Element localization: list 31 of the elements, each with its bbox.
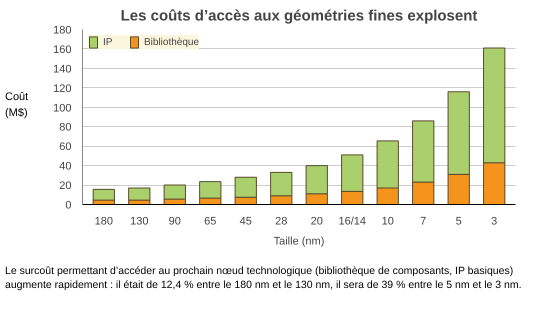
x-tick-label: 3 (491, 216, 498, 228)
y-tick-label: 40 (59, 160, 72, 173)
chart-title: Les coûts d’accès aux géométries fines explosent (120, 8, 478, 24)
y-axis-title: Coût (M$) (5, 90, 28, 121)
x-tick-label: 16/14 (338, 216, 366, 228)
y-tick-label: 60 (59, 141, 72, 154)
x-tick-label: 7 (420, 216, 426, 228)
text: Le surcoût permettant d’accéder au prochain nœud technologique (bibliothèque de composants, IP basiques) augmente rapidement : il était de 12,4 % entre le 180 nm et le 130 nm, il sera de 39 % entre le 5 nm et le 3 nm. (5, 265, 523, 292)
y-tick-label: 160 (53, 44, 72, 56)
y-tick-label: 180 (53, 24, 72, 36)
x-tick-label: 130 (130, 216, 148, 228)
x-tick-label: 10 (382, 216, 394, 228)
y-tick-label: 80 (59, 122, 72, 134)
x-tick-label: 90 (168, 216, 181, 228)
bar (128, 187, 150, 201)
y-tick-label: 20 (59, 180, 72, 192)
x-axis-title: Taille (nm) (274, 236, 324, 248)
legend-label: IP (103, 36, 114, 48)
y-tick-label: 100 (53, 102, 72, 114)
x-tick-label: 5 (456, 216, 462, 228)
x-tick-label: 180 (94, 216, 113, 228)
x-tick-label: 65 (204, 216, 216, 228)
x-tick-label: 20 (310, 216, 323, 228)
y-tick-label: 140 (53, 63, 72, 76)
bar (164, 184, 186, 200)
x-tick-label: 45 (240, 216, 252, 228)
bar (92, 188, 115, 201)
y-tick-label: 120 (53, 82, 72, 95)
x-tick-label: 28 (275, 216, 288, 228)
legend-label: Bibliothèque (144, 36, 200, 48)
y-tick-label: 0 (65, 200, 72, 212)
